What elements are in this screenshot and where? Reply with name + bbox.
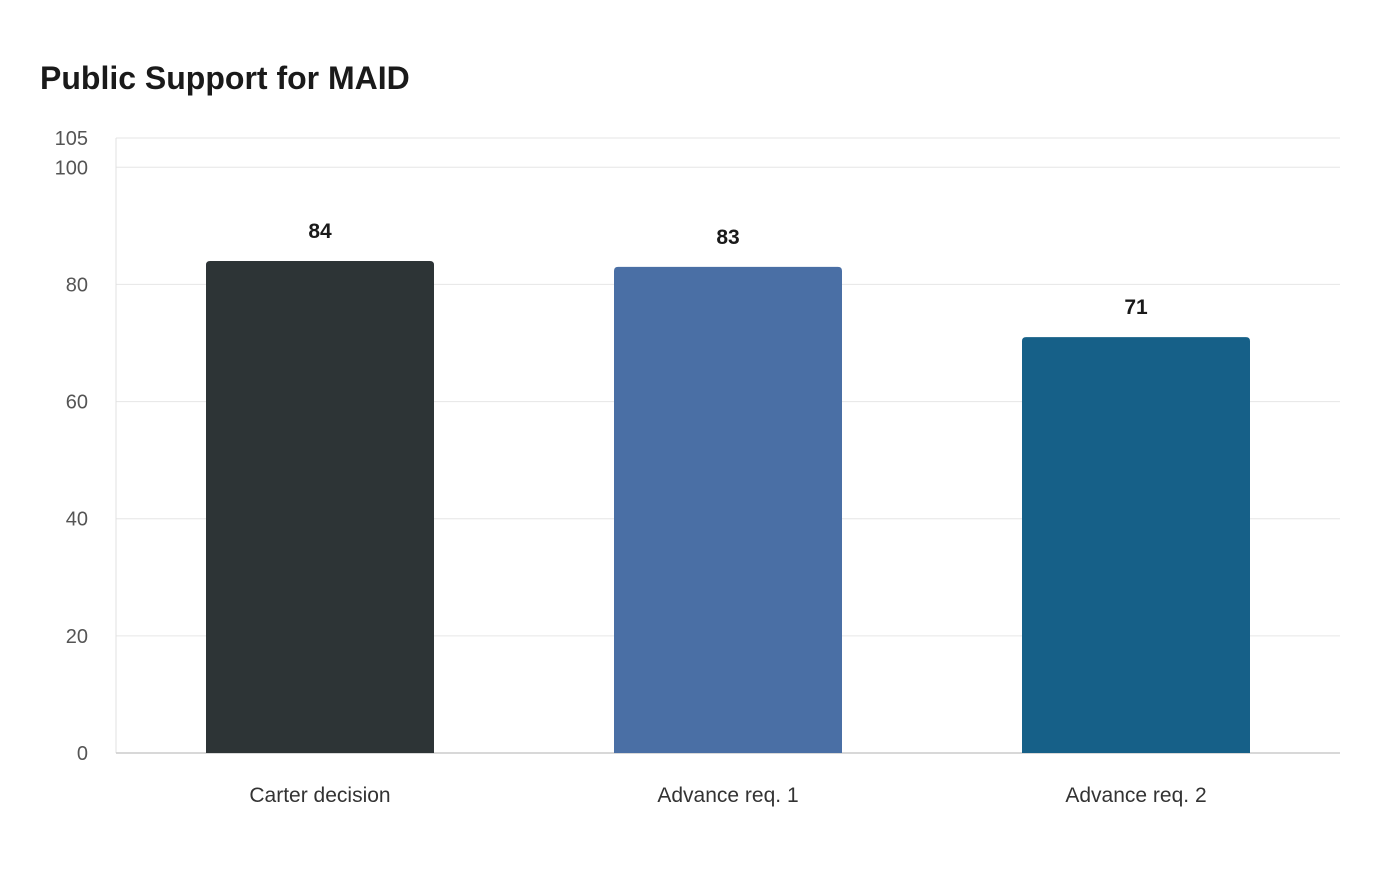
bar-advance-req-1 xyxy=(614,266,842,753)
chart-title: Public Support for MAID xyxy=(40,60,410,96)
y-tick-label: 80 xyxy=(66,274,88,296)
y-tick-label: 40 xyxy=(66,509,88,531)
x-axis-ticks: Carter decision Advance req. 1 Advance req… xyxy=(249,784,1206,807)
bar-advance-req-2 xyxy=(1022,337,1250,753)
y-tick-label: 100 xyxy=(55,157,88,179)
y-tick-label: 0 xyxy=(77,743,88,765)
x-tick-label: Advance req. 1 xyxy=(657,784,798,807)
data-labels: 84 83 71 xyxy=(308,220,1148,319)
y-axis-ticks: 0 20 40 60 80 100 105 xyxy=(55,128,88,765)
y-tick-label: 105 xyxy=(55,128,88,150)
bars xyxy=(206,261,1250,753)
bar-carter-decision xyxy=(206,261,434,753)
x-tick-label: Carter decision xyxy=(249,784,390,807)
y-tick-label: 60 xyxy=(66,392,88,414)
bar-value-label: 84 xyxy=(308,220,332,243)
y-tick-label: 20 xyxy=(66,626,88,648)
x-tick-label: Advance req. 2 xyxy=(1065,784,1206,807)
bar-value-label: 71 xyxy=(1124,296,1148,319)
bar-value-label: 83 xyxy=(716,226,739,249)
